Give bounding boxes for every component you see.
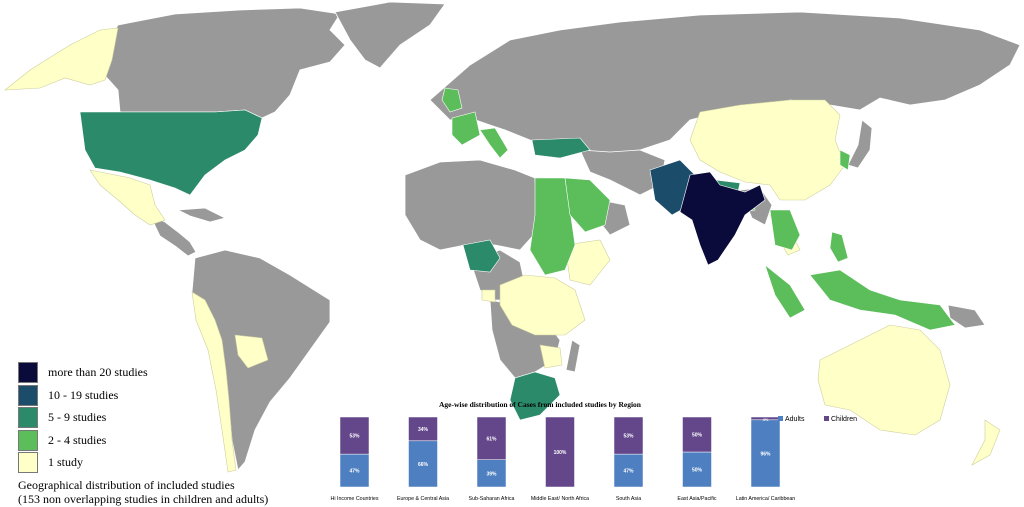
- legend-swatch-adults: [778, 416, 783, 421]
- legend-item: 10 - 19 studies: [18, 384, 348, 408]
- category-label: East Asia/Pacific: [677, 496, 717, 502]
- category-label: Europe & Central Asia: [397, 496, 449, 502]
- legend-label: 5 - 9 studies: [48, 410, 107, 424]
- bar-data-label: 47%: [349, 469, 360, 475]
- legend-item: 5 - 9 studies: [18, 407, 348, 430]
- central-america-region: [149, 214, 197, 257]
- category-label: South Asia: [616, 496, 641, 502]
- bar-adults: [476, 459, 507, 488]
- southeast-asia-islands-region: [764, 264, 806, 319]
- andes-region: [191, 291, 237, 473]
- bar-children: [545, 416, 575, 488]
- usa-region: [79, 109, 263, 196]
- map-caption: Geographical distribution of included st…: [18, 478, 268, 506]
- legend-swatch: [18, 452, 38, 473]
- canada-region: [99, 7, 346, 119]
- madagascar-region: [565, 339, 581, 373]
- bar-adults: [750, 419, 781, 488]
- bar-children: [408, 416, 438, 442]
- turkey-region: [531, 137, 591, 159]
- uk-region: [441, 87, 463, 113]
- bar-adults: [339, 453, 370, 488]
- philippines-region: [829, 231, 849, 263]
- bar-children: [613, 416, 644, 455]
- legend-swatch-children: [824, 416, 829, 421]
- map-legend: more than 20 studies 10 - 19 studies 5 -…: [18, 362, 348, 475]
- zimbabwe-region: [539, 344, 563, 369]
- category-label: Hi Income Countries: [331, 496, 379, 502]
- legend-swatch: [18, 429, 38, 451]
- bar-children: [476, 416, 507, 460]
- category-label: Latin America/ Caribbean: [736, 496, 796, 502]
- caption-line-1: Geographical distribution of included st…: [18, 478, 235, 492]
- bar-adults: [613, 453, 644, 488]
- legend-item: 2 - 4 studies: [18, 429, 348, 453]
- legend-label-children: Children: [831, 416, 857, 423]
- bar-data-label: 53%: [349, 434, 360, 440]
- australia-region: [817, 324, 951, 436]
- no-data-regions: [99, 1, 1021, 471]
- bar-data-label: 96%: [760, 451, 771, 457]
- chart-canvas: Age-wise distribution of Cases from incl…: [331, 400, 858, 502]
- bar-data-label: 4%: [763, 417, 769, 422]
- bar-data-label: 34%: [418, 427, 429, 433]
- five-to-nine-study-regions: [79, 109, 741, 421]
- bar-children: [682, 416, 712, 453]
- alaska-region: [4, 27, 119, 91]
- bar-data-label: 100%: [554, 450, 567, 456]
- bar-data-label: 61%: [486, 436, 497, 442]
- one-study-regions: [4, 27, 1001, 473]
- category-label: Sub-Saharan Africa: [469, 496, 515, 502]
- legend-label: more than 20 studies: [48, 365, 148, 379]
- greenland-region: [334, 1, 446, 69]
- legend-item: more than 20 studies: [18, 362, 348, 385]
- south-africa-region: [509, 371, 561, 421]
- japan-region: [847, 119, 873, 169]
- two-to-four-study-regions: [441, 87, 956, 331]
- new-zealand-region: [971, 419, 1001, 466]
- legend-label: 10 - 19 studies: [48, 387, 119, 402]
- bar-data-label: 50%: [692, 433, 703, 439]
- china-region: [689, 99, 846, 201]
- new-guinea-east-region: [947, 304, 986, 329]
- legend-label: 1 study: [48, 455, 84, 469]
- legend-label: 2 - 4 studies: [48, 432, 107, 447]
- france-region: [451, 111, 481, 146]
- bar-data-label: 39%: [486, 471, 497, 477]
- chart-title: Age-wise distribution of Cases from incl…: [439, 400, 642, 409]
- bar-adults: [682, 451, 712, 488]
- east-africa-region: [564, 239, 611, 286]
- caption-line-2: (153 non overlapping studies in children…: [18, 492, 269, 506]
- bolivia-region: [234, 334, 269, 369]
- category-label: Middle East/ North Africa: [531, 496, 589, 502]
- bar-data-label: 53%: [623, 434, 634, 440]
- over-twenty-study-regions: [679, 171, 766, 266]
- legend-swatch: [18, 362, 38, 383]
- nigeria-region: [462, 239, 501, 273]
- legend-swatch: [18, 407, 38, 428]
- mexico-region: [89, 169, 166, 226]
- legend-swatch: [18, 384, 38, 406]
- west-africa-region: [481, 289, 496, 303]
- indonesia-region: [809, 269, 956, 331]
- italy-region: [479, 127, 509, 159]
- age-distribution-chart: Age-wise distribution of Cases from incl…: [330, 396, 870, 506]
- bar-data-label: 50%: [692, 468, 703, 474]
- bar-adults: [408, 440, 438, 488]
- saudi-region: [564, 177, 611, 233]
- caribbean-region: [176, 207, 227, 223]
- central-east-africa-region: [499, 274, 586, 336]
- legend-label-adults: Adults: [785, 416, 805, 423]
- north-africa-region: [404, 159, 539, 251]
- india-region: [679, 171, 766, 266]
- bar-children: [339, 416, 370, 455]
- bar-data-label: 66%: [418, 462, 429, 468]
- bar-data-label: 47%: [623, 469, 634, 475]
- korea-region: [839, 149, 851, 171]
- legend-item: 1 study: [18, 452, 348, 475]
- thailand-region: [769, 209, 801, 251]
